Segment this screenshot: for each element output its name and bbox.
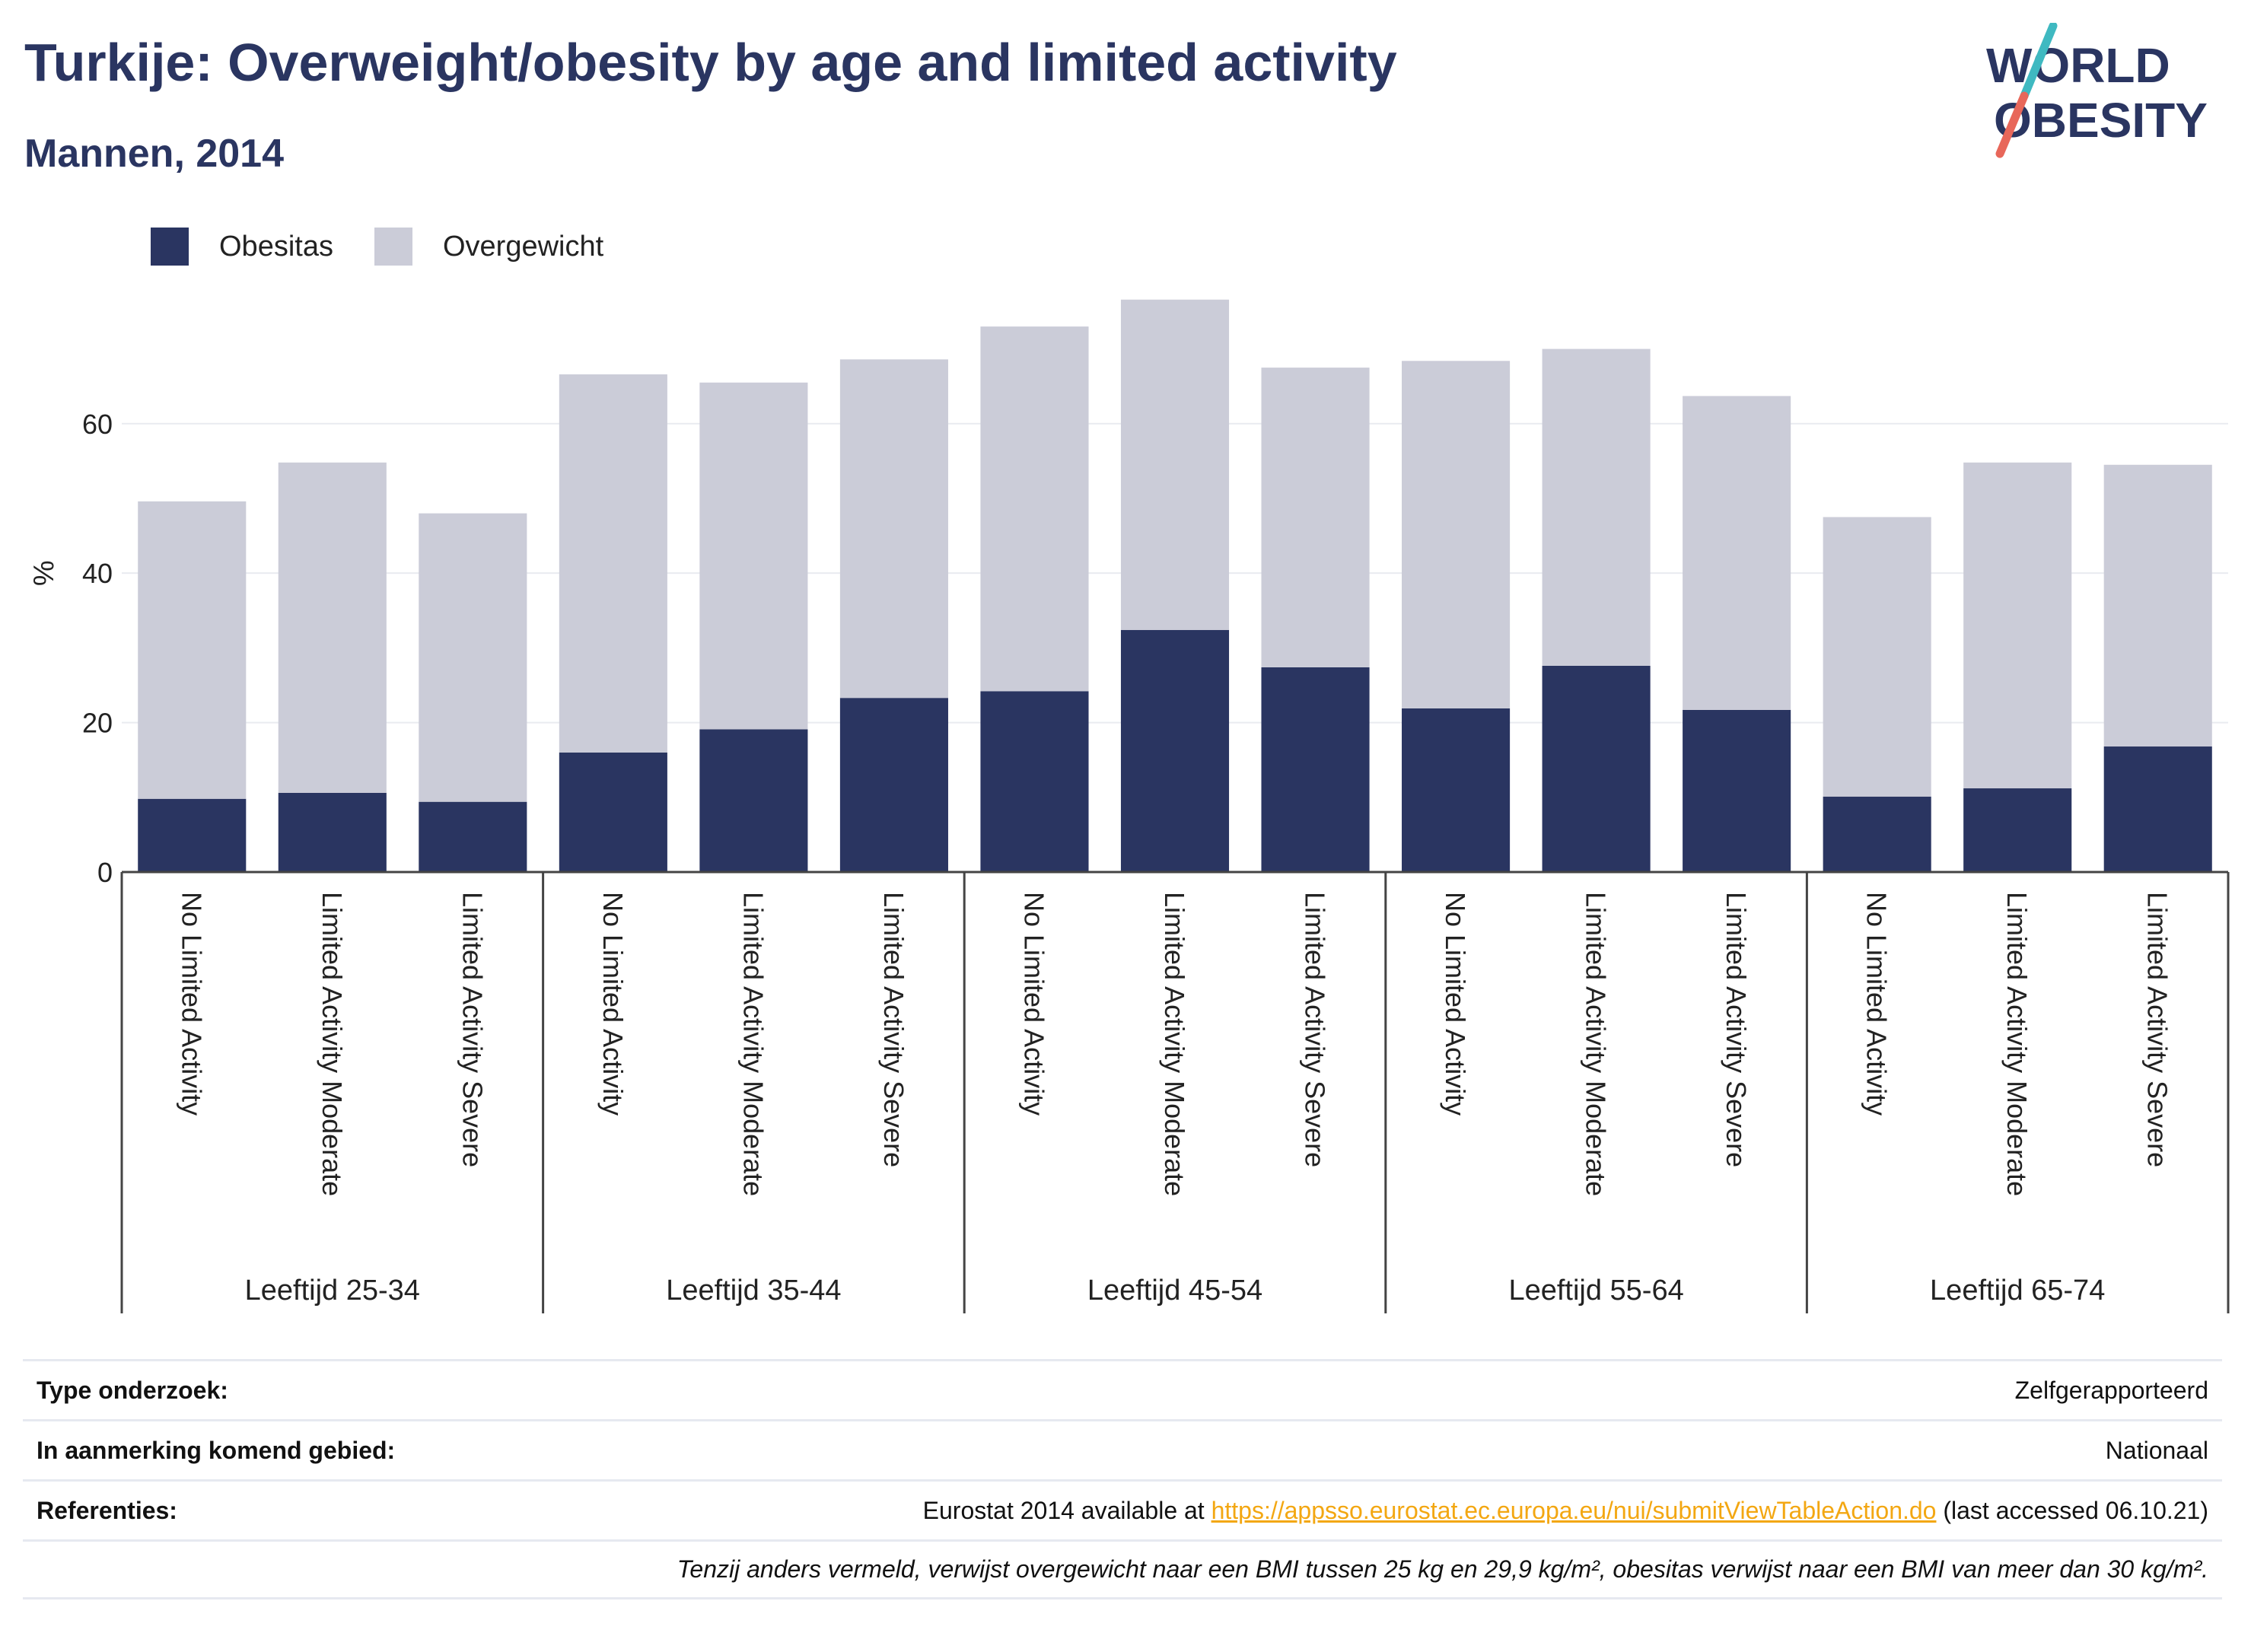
bar-obesitas xyxy=(278,792,387,872)
info-row-survey-type: Type onderzoek: Zelfgerapporteerd xyxy=(23,1359,2222,1419)
bar-overgewicht xyxy=(1542,349,1651,666)
legend-label-obesitas: Obesitas xyxy=(219,230,333,263)
x-group-label: Leeftijd 45-54 xyxy=(1087,1275,1262,1307)
x-category-label: Limited Activity Severe xyxy=(1721,892,1752,1167)
x-group-label: Leeftijd 65-74 xyxy=(1930,1275,2105,1307)
bar-overgewicht xyxy=(278,462,387,793)
x-group-label: Leeftijd 25-34 xyxy=(245,1275,420,1307)
chart-legend: Obesitas Overgewicht xyxy=(151,225,645,268)
reference-prefix: Eurostat 2014 available at xyxy=(922,1496,1211,1524)
bar-obesitas xyxy=(138,798,247,872)
x-group-label: Leeftijd 35-44 xyxy=(666,1275,841,1307)
logo-text-world: WORLD xyxy=(1986,38,2170,93)
bar-overgewicht xyxy=(1402,361,1511,708)
bar-overgewicht xyxy=(2103,464,2212,747)
survey-type-label: Type onderzoek: xyxy=(37,1376,228,1404)
x-category-label: No Limited Activity xyxy=(1861,892,1893,1116)
bar-obesitas xyxy=(1120,629,1230,872)
reference-suffix: (last accessed 06.10.21) xyxy=(1936,1496,2208,1524)
x-category-label: Limited Activity Severe xyxy=(1300,892,1331,1167)
reference-link[interactable]: https://appsso.eurostat.ec.europa.eu/nui… xyxy=(1211,1496,1937,1524)
area-value: Nationaal xyxy=(2105,1436,2208,1464)
y-tick-label: 0 xyxy=(97,857,113,888)
bar-obesitas xyxy=(839,698,948,872)
world-obesity-logo: WORLD OBESITY xyxy=(1986,23,2208,158)
x-group-label: Leeftijd 55-64 xyxy=(1508,1275,1683,1307)
bar-obesitas xyxy=(980,691,1089,872)
bar-overgewicht xyxy=(839,359,948,699)
legend-item-obesitas[interactable]: Obesitas xyxy=(151,228,333,266)
info-row-note: Tenzij anders vermeld, verwijst overgewi… xyxy=(23,1539,2222,1599)
x-category-label: Limited Activity Moderate xyxy=(2001,892,2033,1196)
bar-obesitas xyxy=(1963,788,2072,872)
bar-overgewicht xyxy=(1261,368,1370,667)
bar-overgewicht xyxy=(1683,396,1791,710)
x-category-label: Limited Activity Moderate xyxy=(1159,892,1190,1196)
bar-obesitas xyxy=(559,752,667,872)
area-label: In aanmerking komend gebied: xyxy=(37,1436,396,1464)
legend-swatch-overgewicht xyxy=(374,228,412,266)
x-category-label: Limited Activity Moderate xyxy=(737,892,769,1196)
logo-text-obesity: OBESITY xyxy=(1994,93,2208,148)
y-axis-title: % xyxy=(28,560,60,586)
legend-item-overgewicht[interactable]: Overgewicht xyxy=(374,228,603,266)
bar-obesitas xyxy=(699,729,808,872)
stacked-bar-chart: 0 20 40 60% No Limited Activity Limited Activ… xyxy=(28,299,2230,1313)
x-category-label: Limited Activity Severe xyxy=(457,892,488,1167)
x-category-label: No Limited Activity xyxy=(1440,892,1471,1116)
bar-obesitas xyxy=(1823,796,1931,872)
chart-subtitle: Mannen, 2014 xyxy=(24,132,285,176)
survey-type-value: Zelfgerapporteerd xyxy=(2014,1376,2208,1404)
info-row-area: In aanmerking komend gebied: Nationaal xyxy=(23,1419,2222,1479)
x-category-label: No Limited Activity xyxy=(597,892,629,1116)
bar-overgewicht xyxy=(1823,517,1931,797)
chart-title: Turkije: Overweight/obesity by age and l… xyxy=(24,33,1397,92)
y-tick-label: 40 xyxy=(82,558,113,589)
x-category-label: No Limited Activity xyxy=(1018,892,1049,1116)
bar-overgewicht xyxy=(980,326,1089,692)
x-category-label: No Limited Activity xyxy=(176,892,207,1116)
bar-obesitas xyxy=(1683,709,1791,872)
bar-obesitas xyxy=(419,801,527,872)
bar-overgewicht xyxy=(1963,462,2072,789)
logo-slash-bottom xyxy=(1995,91,2029,158)
bar-overgewicht xyxy=(1120,299,1230,630)
bar-obesitas xyxy=(2103,746,2212,872)
x-category-label: Limited Activity Severe xyxy=(878,892,909,1167)
references-label: Referenties: xyxy=(37,1496,177,1524)
y-tick-label: 20 xyxy=(82,708,113,739)
legend-label-overgewicht: Overgewicht xyxy=(442,230,604,263)
info-row-references: Referenties: Eurostat 2014 available at … xyxy=(23,1479,2222,1539)
x-category-label: Limited Activity Moderate xyxy=(317,892,348,1196)
x-category-label: Limited Activity Severe xyxy=(2142,892,2173,1167)
legend-swatch-obesitas xyxy=(151,228,189,266)
bar-overgewicht xyxy=(559,374,667,753)
info-table: Type onderzoek: Zelfgerapporteerd In aan… xyxy=(23,1359,2222,1599)
bar-obesitas xyxy=(1402,708,1511,872)
bar-overgewicht xyxy=(699,382,808,730)
bar-obesitas xyxy=(1542,665,1651,872)
bar-overgewicht xyxy=(419,513,527,802)
bar-obesitas xyxy=(1261,667,1370,872)
logo-slash-top xyxy=(2020,23,2058,100)
references-value: Eurostat 2014 available at https://appss… xyxy=(923,1497,2208,1525)
x-category-label: Limited Activity Moderate xyxy=(1581,892,1612,1196)
y-tick-label: 60 xyxy=(82,409,113,440)
bar-overgewicht xyxy=(138,501,247,799)
bmi-definition-note: Tenzij anders vermeld, verwijst overgewi… xyxy=(677,1555,2208,1583)
